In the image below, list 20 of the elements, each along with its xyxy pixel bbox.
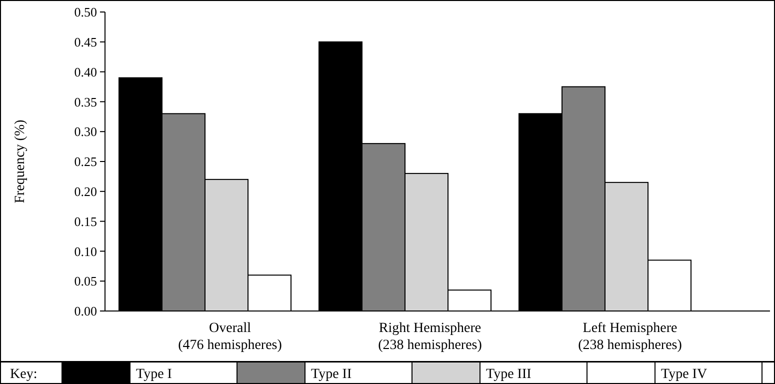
x-tick-label: Left Hemisphere (238 hemispheres)	[578, 321, 682, 353]
legend-label: Type II	[311, 367, 352, 382]
y-tick-label: 0.25	[74, 154, 97, 170]
x-tick-label: Right Hemisphere (238 hemispheres)	[378, 321, 482, 353]
y-tick-label: 0.40	[74, 64, 97, 80]
y-tick-label: 0.50	[74, 4, 97, 20]
y-tick-label: 0.20	[74, 184, 97, 199]
x-tick-label: Overall (476 hemispheres)	[178, 321, 282, 353]
legend-label: Type IV	[661, 367, 708, 382]
y-tick-label: 0.45	[74, 34, 97, 50]
y-tick-label: 0.05	[74, 274, 97, 289]
legend-label: Type III	[486, 367, 532, 382]
y-tick-label: 0.00	[74, 304, 97, 319]
legend-title: Key:	[10, 367, 38, 382]
y-tick-label: 0.35	[74, 94, 97, 110]
legend-label: Type I	[136, 367, 172, 382]
y-axis-title: Frequency (%)	[13, 119, 28, 204]
y-tick-label: 0.30	[74, 124, 97, 140]
y-tick-label: 0.15	[74, 214, 97, 229]
y-tick-label: 0.10	[74, 244, 97, 259]
